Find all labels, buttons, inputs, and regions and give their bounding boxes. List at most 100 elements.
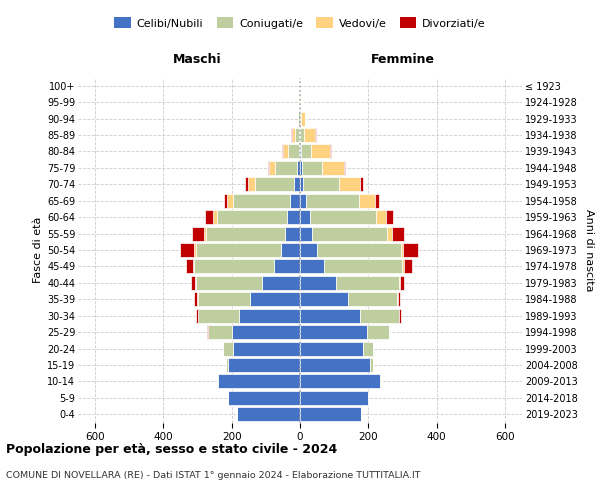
Bar <box>186 260 193 274</box>
Bar <box>195 276 196 290</box>
Bar <box>304 128 316 142</box>
Bar <box>193 260 194 274</box>
Bar <box>213 210 217 224</box>
Bar <box>208 325 232 339</box>
Bar <box>300 226 312 240</box>
Bar <box>194 260 274 274</box>
Bar <box>196 276 262 290</box>
Bar <box>283 144 288 158</box>
Bar <box>304 178 339 192</box>
Bar <box>300 276 336 290</box>
Bar <box>363 342 373 355</box>
Y-axis label: Anni di nascita: Anni di nascita <box>584 208 595 291</box>
Bar <box>400 276 404 290</box>
Bar <box>268 161 269 175</box>
Bar <box>302 161 322 175</box>
Text: Femmine: Femmine <box>370 53 434 66</box>
Bar <box>197 308 239 322</box>
Bar <box>360 178 362 192</box>
Bar <box>196 308 197 322</box>
Bar <box>392 226 404 240</box>
Bar <box>403 243 418 257</box>
Bar <box>205 210 213 224</box>
Bar <box>191 276 195 290</box>
Bar <box>398 292 400 306</box>
Bar <box>281 243 300 257</box>
Bar <box>376 210 386 224</box>
Bar <box>300 144 301 158</box>
Bar <box>226 358 228 372</box>
Bar <box>370 358 373 372</box>
Bar <box>300 342 363 355</box>
Text: Maschi: Maschi <box>173 53 222 66</box>
Bar <box>217 210 287 224</box>
Bar <box>194 243 196 257</box>
Bar <box>262 276 300 290</box>
Bar <box>292 128 295 142</box>
Bar <box>223 342 233 355</box>
Bar <box>324 260 403 274</box>
Bar <box>312 226 387 240</box>
Bar <box>300 325 367 339</box>
Bar <box>300 260 324 274</box>
Bar <box>299 144 300 158</box>
Bar <box>245 178 248 192</box>
Bar <box>404 260 412 274</box>
Bar <box>380 374 381 388</box>
Text: Popolazione per età, sesso e stato civile - 2024: Popolazione per età, sesso e stato civil… <box>6 442 337 456</box>
Bar <box>348 292 397 306</box>
Bar <box>207 325 208 339</box>
Bar <box>294 178 300 192</box>
Bar <box>301 128 304 142</box>
Bar <box>367 325 389 339</box>
Bar <box>300 161 302 175</box>
Bar <box>310 210 376 224</box>
Bar <box>194 292 197 306</box>
Bar <box>299 128 300 142</box>
Bar <box>192 226 204 240</box>
Bar <box>301 112 305 126</box>
Bar <box>228 358 300 372</box>
Bar <box>376 194 379 207</box>
Bar <box>399 276 400 290</box>
Bar <box>300 358 370 372</box>
Bar <box>269 161 275 175</box>
Bar <box>254 178 294 192</box>
Bar <box>330 144 331 158</box>
Bar <box>306 194 359 207</box>
Bar <box>232 325 300 339</box>
Bar <box>317 243 401 257</box>
Bar <box>339 178 360 192</box>
Bar <box>290 194 300 207</box>
Bar <box>206 226 284 240</box>
Bar <box>344 161 345 175</box>
Bar <box>300 243 317 257</box>
Bar <box>204 226 206 240</box>
Bar <box>300 194 306 207</box>
Bar <box>386 210 393 224</box>
Bar <box>287 210 300 224</box>
Bar <box>403 260 404 274</box>
Bar <box>224 194 227 207</box>
Bar <box>300 210 310 224</box>
Text: COMUNE DI NOVELLARA (RE) - Dati ISTAT 1° gennaio 2024 - Elaborazione TUTTITALIA.: COMUNE DI NOVELLARA (RE) - Dati ISTAT 1°… <box>6 470 421 480</box>
Bar <box>297 161 300 175</box>
Bar <box>336 276 399 290</box>
Bar <box>218 374 300 388</box>
Bar <box>288 144 299 158</box>
Bar <box>275 161 297 175</box>
Bar <box>301 144 311 158</box>
Bar <box>227 194 233 207</box>
Bar <box>239 308 300 322</box>
Bar <box>298 112 299 126</box>
Bar <box>300 408 361 422</box>
Bar <box>274 260 300 274</box>
Bar <box>387 226 392 240</box>
Bar <box>322 161 344 175</box>
Legend: Celibi/Nubili, Coniugati/e, Vedovi/e, Divorziati/e: Celibi/Nubili, Coniugati/e, Vedovi/e, Di… <box>110 13 490 33</box>
Bar <box>233 194 290 207</box>
Bar <box>401 243 403 257</box>
Bar <box>250 292 300 306</box>
Bar <box>311 144 330 158</box>
Bar <box>217 374 218 388</box>
